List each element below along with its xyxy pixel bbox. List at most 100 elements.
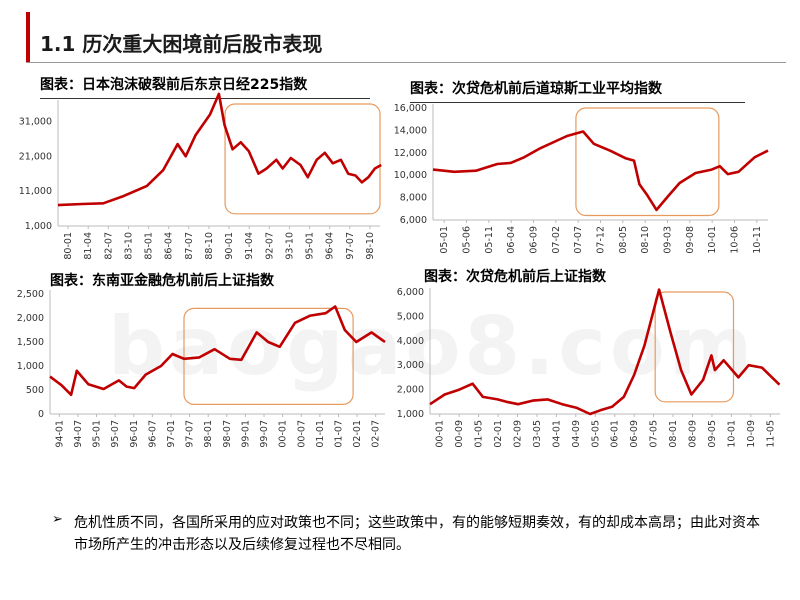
x-tick-label: 10-01: [726, 420, 737, 448]
chart-1-title-text: 图表：日本泡沫破裂前后东京日经225指数: [40, 77, 308, 93]
x-tick-label: 07-02: [551, 226, 562, 254]
x-tick-label: 02-07: [371, 420, 382, 448]
chart-4-title: 图表：次贷危机前后上证指数: [424, 266, 606, 286]
x-tick-label: 80-01: [63, 232, 74, 260]
x-tick-label: 94-01: [54, 420, 65, 448]
x-tick-label: 03-05: [532, 420, 543, 448]
x-tick-label: 86-04: [164, 232, 175, 260]
x-tick-label: 85-01: [144, 232, 155, 260]
x-tick-label: 06-09: [629, 420, 640, 448]
x-tick-label: 95-01: [305, 232, 316, 260]
x-tick-label: 04-01: [551, 420, 562, 448]
x-tick-label: 01-01: [315, 420, 326, 448]
y-tick-label: 2,000: [17, 313, 44, 324]
x-tick-label: 96-07: [147, 420, 158, 448]
x-tick-label: 01-05: [474, 420, 485, 448]
y-tick-label: 10,000: [394, 170, 427, 181]
y-tick-label: 14,000: [394, 125, 427, 136]
chart-2-title: 图表：次贷危机前后道琼斯工业平均指数: [410, 78, 745, 103]
x-tick-label: 00-09: [454, 420, 465, 448]
x-tick-label: 06-04: [506, 226, 517, 254]
y-tick-label: 1,000: [25, 221, 52, 232]
y-tick-label: 1,000: [17, 361, 44, 372]
x-tick-label: 00-07: [296, 420, 307, 448]
x-tick-label: 08-10: [640, 226, 651, 254]
x-tick-label: 09-08: [685, 226, 696, 254]
y-tick-label: 31,000: [19, 116, 52, 127]
series-line: [49, 305, 386, 397]
x-tick-label: 01-07: [333, 420, 344, 448]
x-tick-label: 94-07: [73, 420, 84, 448]
highlight-box: [183, 307, 354, 405]
x-tick-label: 04-09: [571, 420, 582, 448]
y-tick-label: 16,000: [394, 103, 427, 114]
x-tick-label: 07-12: [596, 226, 607, 254]
bullet-arrow-icon: ➢: [52, 512, 63, 527]
chart-dow-jones: 16,000 14,000 12,000 10,000 8,000 6,000 05-01 0…: [394, 103, 769, 254]
y-tick-label: 21,000: [19, 151, 52, 162]
x-tick-label: 09-03: [663, 226, 674, 254]
x-tick-label: 11-05: [765, 420, 776, 448]
y-tick-label: 8,000: [400, 193, 427, 204]
x-tick-label: 88-10: [204, 232, 215, 260]
y-tick-label: 11,000: [19, 186, 52, 197]
x-tick-label: 07-07: [573, 226, 584, 254]
x-tick-label: 98-01: [203, 420, 214, 448]
x-tick-label: 97-07: [185, 420, 196, 448]
x-tick-label: 05-01: [439, 226, 450, 254]
chart-3-title: 图表：东南亚金融危机前后上证指数: [50, 270, 274, 290]
chart-1-title: 图表：日本泡沫破裂前后东京日经225指数: [40, 74, 370, 99]
highlight-box: [224, 103, 381, 215]
x-tick-label: 97-07: [345, 232, 356, 260]
x-tick-label: 87-07: [184, 232, 195, 260]
x-tick-label: 06-01: [610, 420, 621, 448]
y-tick-label: 500: [26, 385, 44, 396]
x-tick-label: 05-06: [462, 226, 473, 254]
y-tick-label: 6,000: [397, 287, 424, 298]
chart-shanghai-2000: 6,000 5,000 4,000 3,000 2,000 1,000 00-01 00-09…: [397, 287, 781, 448]
x-tick-label: 90-01: [224, 232, 235, 260]
x-tick-label: 95-07: [110, 420, 121, 448]
x-tick-label: 08-01: [668, 420, 679, 448]
x-tick-label: 02-09: [513, 420, 524, 448]
x-tick-label: 83-10: [123, 232, 134, 260]
highlight-box: [575, 107, 720, 217]
y-tick-label: 1,000: [397, 409, 424, 420]
highlight-box: [654, 291, 735, 403]
y-tick-label: 6,000: [400, 215, 427, 226]
x-tick-label: 06-09: [529, 226, 540, 254]
x-tick-label: 08-05: [618, 226, 629, 254]
chart-shanghai-1994: 2,500 2,000 1,500 1,000 500 0 94-01 94-07 95-01 9…: [17, 289, 386, 448]
x-tick-label: 10-01: [707, 226, 718, 254]
y-tick-label: 1,500: [17, 337, 44, 348]
title-accent-bar: [26, 12, 30, 62]
series-line: [432, 130, 769, 212]
chart-2-title-rule: [410, 102, 745, 103]
slide-title: 1.1 历次重大困境前后股市表现: [40, 32, 323, 56]
x-tick-label: 02-01: [493, 420, 504, 448]
x-tick-label: 93-10: [284, 232, 295, 260]
x-tick-label: 92-07: [264, 232, 275, 260]
series-line: [57, 92, 382, 207]
x-tick-label: 10-09: [746, 420, 757, 448]
chart-1-title-rule: [40, 98, 370, 99]
x-tick-label: 07-05: [649, 420, 660, 448]
y-tick-label: 2,000: [397, 385, 424, 396]
title-divider: [26, 62, 786, 63]
x-tick-label: 09-05: [707, 420, 718, 448]
x-tick-label: 99-01: [240, 420, 251, 448]
x-tick-label: 00-01: [435, 420, 446, 448]
x-tick-label: 98-10: [365, 232, 376, 260]
series-line: [429, 288, 781, 416]
x-tick-label: 99-07: [259, 420, 270, 448]
chart-nikkei225: 31,000 21,000 11,000 1,000 80-01 81-04 82-07 83…: [19, 92, 382, 260]
x-tick-label: 98-07: [222, 420, 233, 448]
x-tick-label: 00-01: [278, 420, 289, 448]
y-tick-label: 3,000: [397, 360, 424, 371]
y-tick-label: 2,500: [17, 289, 44, 300]
chart-2-title-text: 图表：次贷危机前后道琼斯工业平均指数: [410, 81, 662, 97]
chart-4-title-text: 图表：次贷危机前后上证指数: [424, 269, 606, 285]
y-tick-label: 0: [38, 409, 44, 420]
x-tick-label: 96-01: [129, 420, 140, 448]
x-tick-label: 08-09: [688, 420, 699, 448]
